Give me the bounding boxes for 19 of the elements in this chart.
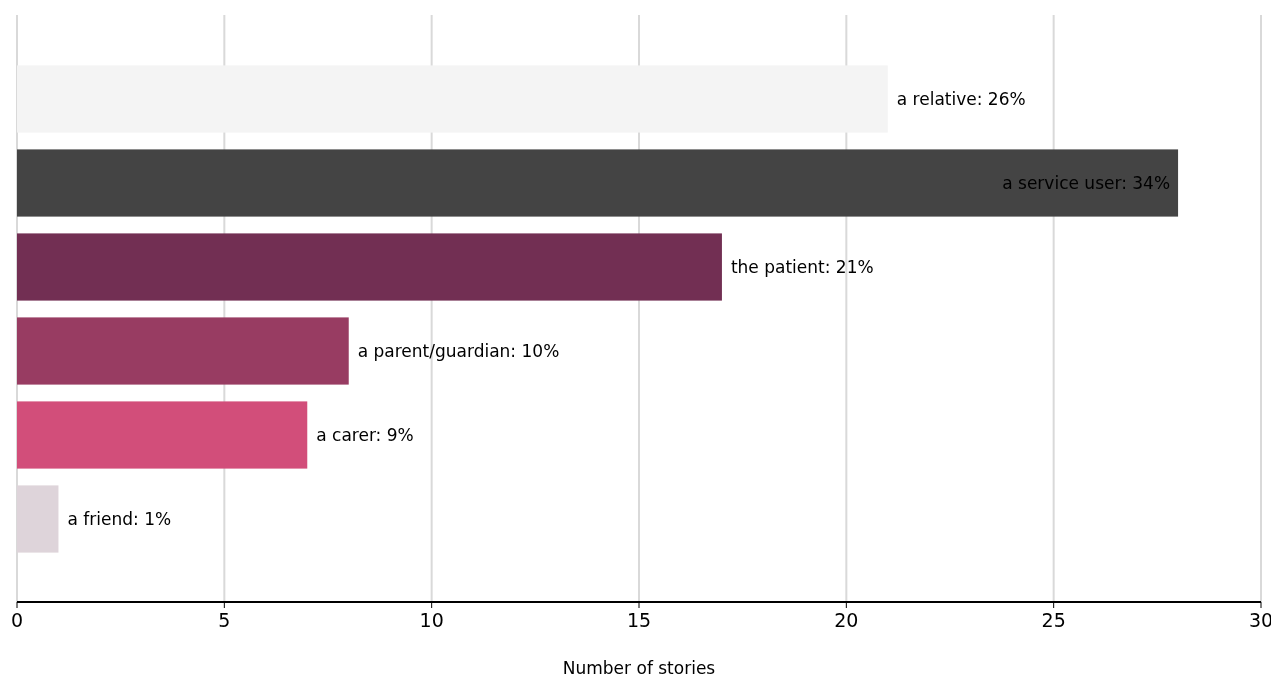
x-axis-title: Number of stories: [562, 658, 716, 678]
x-tick-label: 20: [834, 609, 859, 631]
bar: [17, 317, 349, 385]
annotation: a parent/guardian: 10%: [357, 340, 560, 361]
bar: [17, 149, 1179, 217]
x-tick-label: 30: [1248, 609, 1274, 631]
bar: [17, 401, 308, 469]
x-tick-label: 0: [10, 609, 24, 631]
annotation: a friend: 1%: [67, 508, 172, 529]
annotation: a carer: 9%: [316, 424, 414, 445]
bar: [17, 233, 722, 301]
annotation: the patient: 21%: [730, 256, 874, 277]
x-tick-label: 15: [626, 609, 652, 631]
bar: [17, 65, 888, 133]
x-tick-label: 5: [218, 609, 231, 631]
x-tick-label: 25: [1041, 609, 1066, 631]
annotation: a relative: 26%: [896, 88, 1026, 109]
x-tick-label: 10: [419, 609, 444, 631]
annotation: a service user: 34%: [1002, 172, 1171, 193]
